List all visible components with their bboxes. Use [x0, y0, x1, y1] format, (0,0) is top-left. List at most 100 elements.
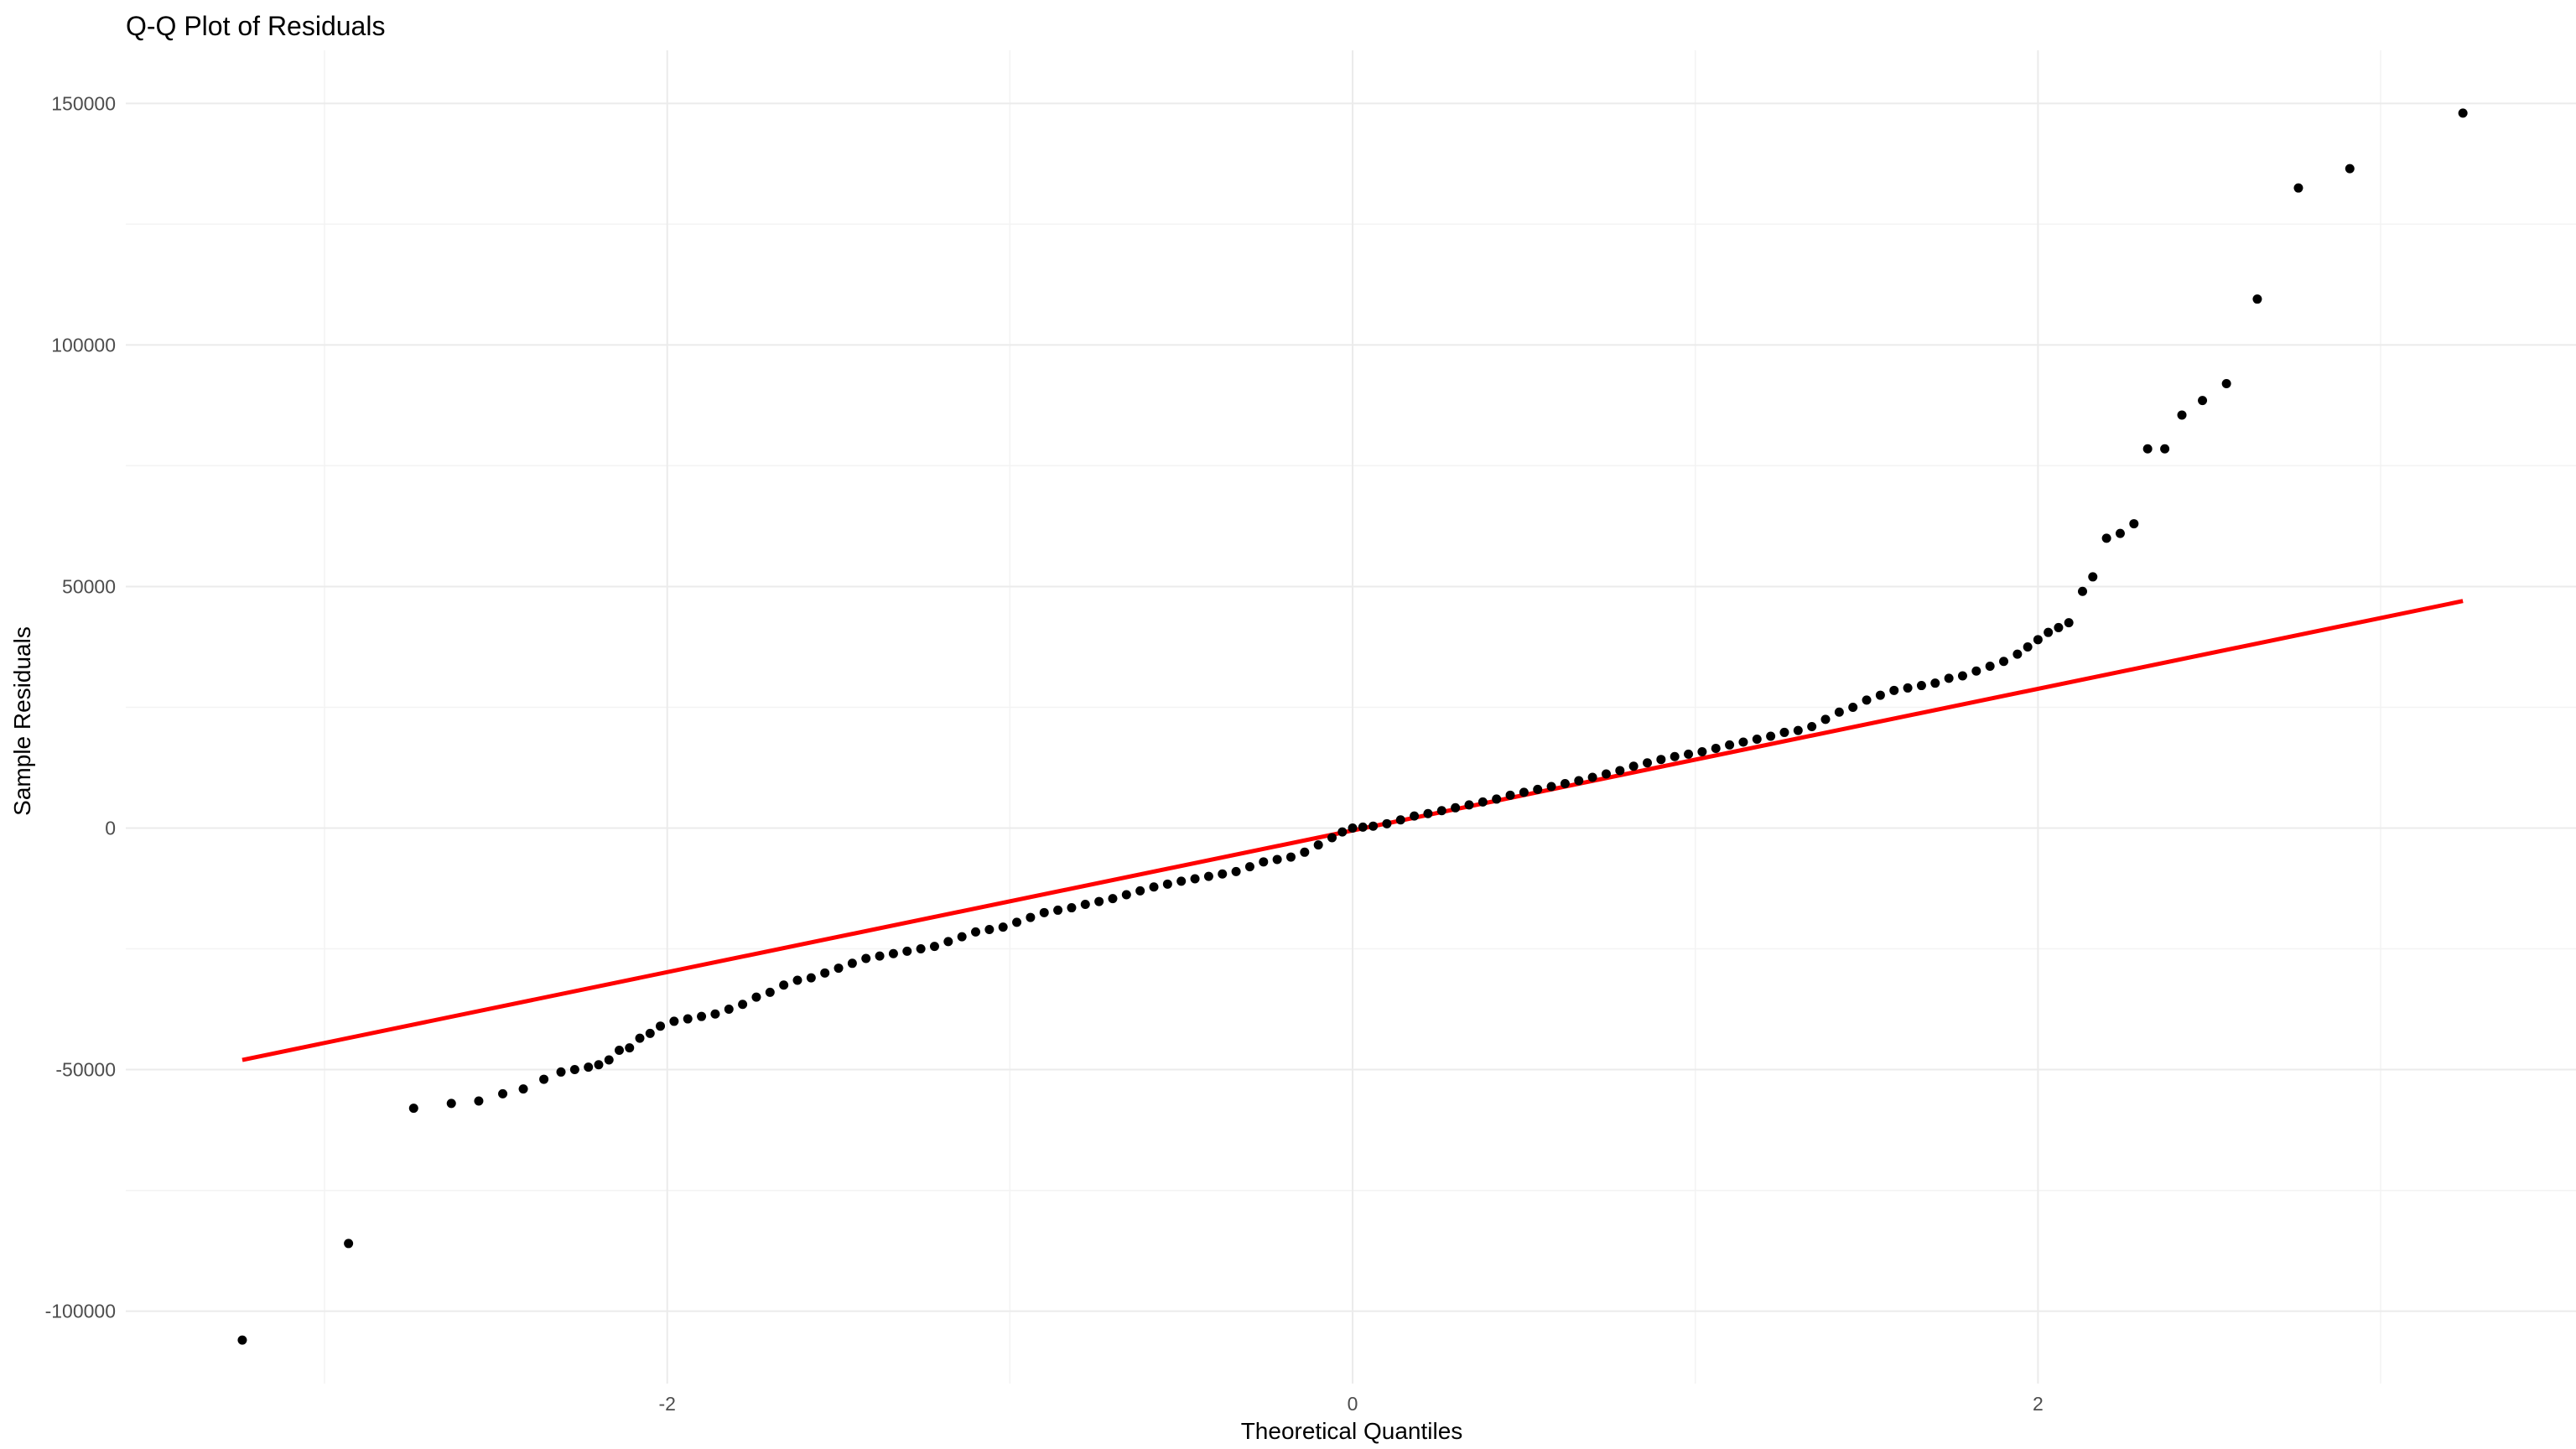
data-point [697, 1011, 707, 1021]
data-point [2293, 183, 2303, 193]
data-point [1944, 673, 1954, 683]
data-point [1244, 862, 1254, 872]
data-point [1162, 879, 1172, 889]
y-tick-labels: -100000 -50000 0 50000 100000 150000 [45, 92, 116, 1322]
data-point [408, 1104, 418, 1114]
data-point [656, 1021, 666, 1031]
data-point [669, 1016, 679, 1026]
data-point [1313, 840, 1323, 850]
data-point [344, 1239, 354, 1249]
data-point [2064, 618, 2074, 628]
data-point [1628, 761, 1639, 771]
data-point [2115, 528, 2125, 538]
data-point [1285, 852, 1296, 862]
data-point [1957, 671, 1967, 681]
data-point [683, 1014, 693, 1024]
data-point [1697, 746, 1707, 756]
data-point [1259, 857, 1269, 867]
data-point [738, 1000, 748, 1010]
data-point [1738, 737, 1748, 747]
data-point [2129, 519, 2139, 529]
data-point [1587, 772, 1597, 782]
data-point [1834, 707, 1844, 717]
data-point [604, 1055, 614, 1065]
data-point [2177, 410, 2187, 420]
data-point [1012, 917, 1022, 927]
y-tick-label: 100000 [51, 334, 116, 356]
data-point [765, 987, 775, 997]
y-tick-label: 150000 [51, 92, 116, 114]
data-point [518, 1084, 528, 1094]
data-point [1670, 751, 1680, 761]
data-point [1423, 808, 1433, 818]
data-point [2023, 641, 2033, 652]
data-point [861, 953, 871, 963]
data-point [1176, 876, 1187, 886]
grid-major-lines [126, 50, 2576, 1384]
data-point [237, 1335, 247, 1345]
data-point [539, 1074, 549, 1084]
data-point [1711, 743, 1721, 753]
data-point [446, 1098, 456, 1109]
data-point [820, 968, 830, 978]
data-point [1807, 722, 1817, 732]
chart-title: Q-Q Plot of Residuals [126, 11, 385, 41]
data-point [1348, 823, 1358, 833]
data-point [1358, 822, 1368, 832]
data-point [1505, 790, 1515, 800]
data-point [902, 946, 912, 956]
data-point [929, 942, 939, 952]
data-point [1337, 827, 1348, 837]
data-point [1916, 681, 1926, 691]
data-point [1121, 890, 1131, 900]
data-point [1889, 685, 1899, 695]
data-points [237, 108, 2468, 1345]
data-point [1601, 769, 1611, 779]
data-point [1684, 749, 1694, 759]
data-point [1327, 833, 1337, 843]
data-point [1848, 702, 1858, 712]
data-point [1752, 735, 1762, 744]
data-point [498, 1088, 508, 1098]
data-point [1546, 782, 1556, 792]
data-point [2252, 294, 2262, 304]
data-point [1436, 806, 1446, 816]
data-point [1643, 758, 1653, 768]
x-tick-labels: -2 0 2 [658, 1393, 2043, 1415]
data-point [625, 1043, 635, 1053]
data-point [645, 1028, 655, 1038]
data-point [1203, 871, 1213, 881]
data-point [984, 924, 995, 934]
data-point [1999, 657, 2009, 667]
data-point [2198, 396, 2208, 406]
data-point [710, 1009, 720, 1019]
data-point [1779, 727, 1789, 737]
data-point [635, 1033, 645, 1043]
data-point [2044, 627, 2054, 637]
data-point [779, 980, 789, 990]
y-axis-title: Sample Residuals [9, 626, 35, 816]
y-tick-label: 50000 [62, 575, 116, 597]
x-axis-title: Theoretical Quantiles [1241, 1418, 1463, 1444]
data-point [724, 1005, 734, 1015]
data-point [1080, 900, 1090, 910]
data-point [971, 927, 981, 937]
data-point [556, 1067, 566, 1077]
data-point [1300, 847, 1310, 857]
data-point [1135, 886, 1145, 896]
data-point [806, 973, 816, 983]
data-point [1533, 784, 1543, 794]
data-point [916, 944, 926, 954]
x-tick-label: 0 [1348, 1393, 1358, 1415]
y-tick-label: -100000 [45, 1301, 116, 1322]
data-point [1971, 666, 1981, 676]
x-tick-label: -2 [658, 1393, 675, 1415]
data-point [2458, 108, 2468, 118]
data-point [1862, 695, 1872, 705]
data-point [1094, 896, 1104, 906]
data-point [1410, 811, 1420, 821]
data-point [792, 975, 802, 985]
